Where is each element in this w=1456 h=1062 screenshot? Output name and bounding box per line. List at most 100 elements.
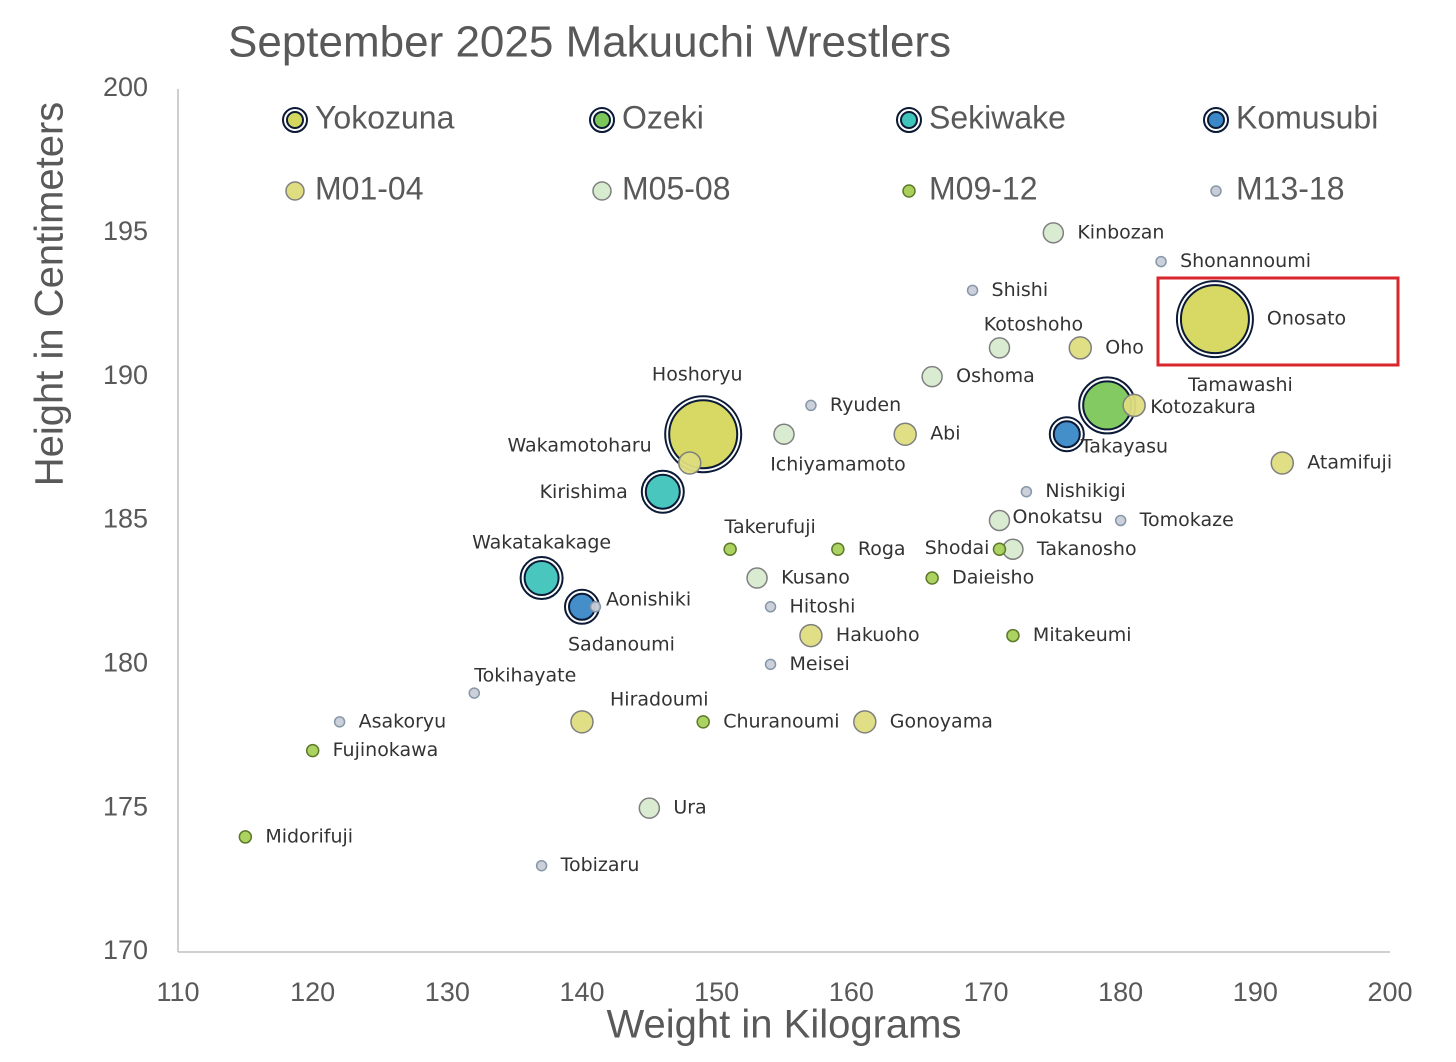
- point-label: Midorifuji: [265, 825, 353, 847]
- bubble: [570, 710, 594, 734]
- y-tick-label: 200: [103, 72, 148, 102]
- point-label: Kotoshoho: [984, 313, 1083, 335]
- point-label: Ryuden: [830, 394, 901, 416]
- bubble: [696, 715, 710, 729]
- point-label: Onokatsu: [1012, 506, 1102, 528]
- point-label: Oshoma: [956, 365, 1035, 387]
- point-label: Churanoumi: [723, 710, 839, 732]
- bubble: [523, 560, 560, 597]
- bubble: [988, 509, 1011, 532]
- point-label: Wakatakakage: [472, 532, 611, 554]
- bubble: [853, 710, 877, 734]
- x-tick-label: 150: [694, 977, 739, 1007]
- bubble: [1042, 222, 1065, 244]
- point-label: Ichiyamamoto: [770, 454, 906, 476]
- y-tick-label: 195: [103, 216, 148, 246]
- bubble: [305, 743, 320, 758]
- highlight-box: [1156, 276, 1400, 367]
- legend-marker: [900, 111, 918, 129]
- legend-marker: [285, 181, 305, 201]
- point-label: Roga: [858, 538, 906, 560]
- point-label: Hitoshi: [790, 595, 856, 617]
- point-label: Shonannoumi: [1180, 250, 1311, 272]
- point-label: Fujinokawa: [333, 739, 439, 761]
- bubble: [1179, 284, 1250, 355]
- point-label: Daieisho: [952, 567, 1034, 589]
- point-label: Kusano: [781, 567, 850, 589]
- x-tick-label: 120: [290, 977, 335, 1007]
- chart-title: September 2025 Makuuchi Wrestlers: [228, 18, 951, 67]
- y-tick-label: 190: [103, 360, 148, 390]
- legend-label: Yokozuna: [315, 99, 455, 135]
- bubble: [238, 830, 253, 844]
- y-tick-label: 170: [103, 935, 148, 965]
- bubble: [805, 399, 817, 412]
- bubble: [644, 473, 681, 510]
- legend-marker: [1210, 185, 1222, 197]
- bubble: [1122, 393, 1146, 418]
- y-axis-title: Height in Centimeters: [28, 102, 72, 487]
- point-label: Wakamotoharu: [507, 434, 651, 456]
- point-label: Asakoryu: [359, 710, 447, 732]
- bubble: [746, 567, 768, 589]
- point-label: Kirishima: [540, 481, 628, 503]
- point-label: Tokihayate: [473, 665, 576, 687]
- x-tick-label: 170: [963, 977, 1008, 1007]
- bubble: [893, 422, 917, 446]
- bubble: [1114, 514, 1127, 527]
- bubble: [764, 658, 777, 671]
- bubble: [638, 797, 661, 819]
- bubble: [1068, 336, 1093, 360]
- legend-marker: [902, 184, 916, 198]
- bubble: [831, 542, 845, 557]
- bubble: [921, 365, 943, 388]
- point-label: Tamawashi: [1187, 374, 1293, 396]
- x-tick-label: 160: [829, 977, 874, 1007]
- y-tick-label: 180: [103, 647, 148, 677]
- x-tick-label: 200: [1367, 977, 1412, 1007]
- bubble: [1006, 628, 1020, 643]
- legend-label: M13-18: [1236, 170, 1345, 206]
- legend-label: Ozeki: [622, 99, 704, 135]
- bubble: [677, 451, 702, 475]
- legend-marker: [1207, 111, 1225, 129]
- point-label: Kotozakura: [1150, 396, 1256, 418]
- bubble: [1020, 485, 1033, 498]
- bubble: [1052, 420, 1081, 449]
- point-label: Mitakeumi: [1033, 624, 1132, 646]
- x-tick-label: 140: [559, 977, 604, 1007]
- x-tick-label: 130: [425, 977, 470, 1007]
- legend-label: Sekiwake: [929, 99, 1066, 135]
- legend-marker: [593, 111, 611, 129]
- legend-label: Komusubi: [1236, 99, 1378, 135]
- bubble: [988, 337, 1011, 359]
- y-tick-label: 175: [103, 791, 148, 821]
- x-tick-label: 190: [1233, 977, 1278, 1007]
- point-label: Ura: [673, 797, 706, 819]
- point-label: Tomokaze: [1139, 509, 1234, 531]
- bubble: [1270, 451, 1295, 475]
- bubble: [1155, 255, 1167, 268]
- bubble: [723, 542, 737, 557]
- point-label: Takayasu: [1080, 436, 1168, 458]
- bubble: [925, 571, 939, 585]
- point-label: Oho: [1105, 336, 1144, 358]
- bubble: [764, 601, 777, 613]
- point-label: Sadanoumi: [568, 633, 675, 655]
- bubble: [668, 399, 739, 470]
- point-label: Nishikigi: [1045, 480, 1125, 502]
- bubble: [992, 542, 1007, 557]
- bubble: [966, 284, 979, 297]
- point-label: Kinbozan: [1077, 221, 1164, 243]
- point-label: Meisei: [790, 653, 850, 675]
- point-label: Tobizaru: [560, 854, 640, 876]
- legend-label: M01-04: [315, 170, 424, 206]
- bubble: [799, 623, 823, 648]
- x-axis-title: Weight in Kilograms: [607, 1003, 962, 1047]
- x-tick-label: 180: [1098, 977, 1143, 1007]
- bubble: [468, 687, 481, 699]
- y-tick-label: 185: [103, 504, 148, 534]
- point-label: Shodai: [925, 537, 990, 559]
- bubble: [535, 859, 548, 872]
